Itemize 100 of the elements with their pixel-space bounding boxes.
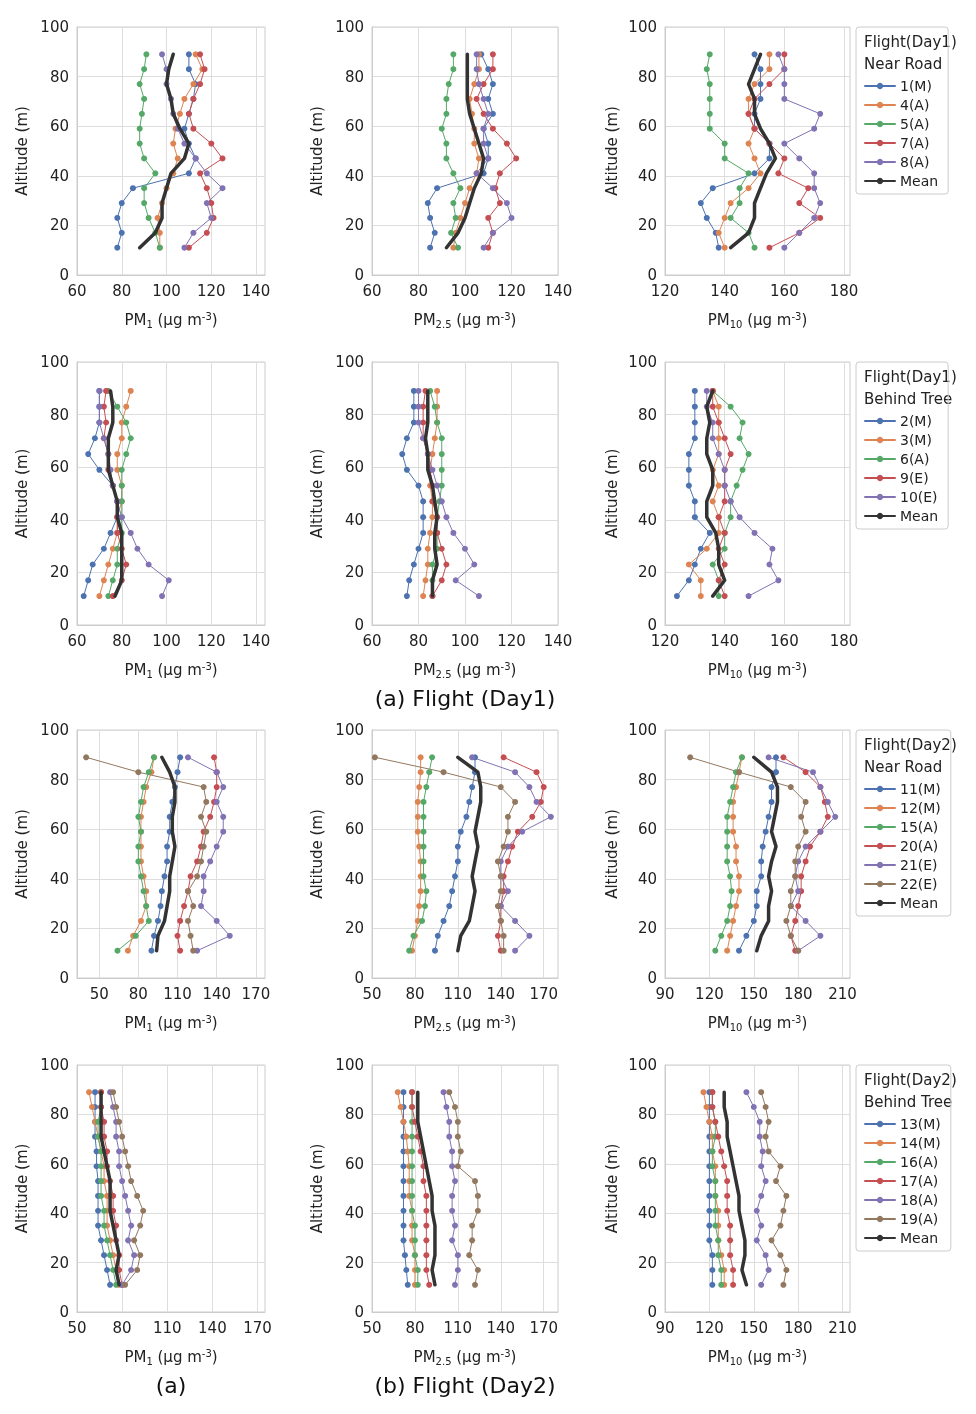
legend-label: 18(A)	[900, 1192, 939, 1208]
y-tick-label: 0	[59, 616, 69, 634]
y-tick-label: 40	[344, 510, 364, 529]
x-tick-label: 140	[710, 281, 739, 300]
x-tick-label: 120	[650, 631, 680, 650]
y-tick-label: 60	[49, 458, 69, 477]
x-tick-label: 150	[739, 1318, 769, 1337]
y-tick-label: 80	[637, 405, 657, 424]
legend-label: 15(A)	[900, 819, 939, 835]
x-tick-label: 80	[112, 1318, 132, 1337]
y-tick-label: 100	[335, 18, 364, 36]
y-axis-title: Altitude (m)	[307, 809, 326, 899]
y-tick-label: 100	[335, 1056, 364, 1074]
x-tick-label: 90	[655, 1318, 675, 1337]
legend-title: Flight(Day1) Near Road	[864, 33, 957, 73]
x-tick-label: 50	[67, 1318, 87, 1337]
x-tick-label: 160	[770, 281, 799, 300]
y-tick-label: 0	[59, 969, 69, 987]
y-tick-label: 80	[49, 1105, 69, 1124]
y-tick-label: 0	[647, 969, 657, 987]
x-tick-label: 100	[450, 281, 480, 300]
y-tick-label: 60	[344, 117, 364, 136]
x-tick-label: 140	[202, 984, 232, 1003]
y-tick-label: 100	[335, 353, 364, 371]
text: (a)	[155, 1372, 187, 1398]
y-tick-label: 20	[637, 1253, 657, 1272]
y-tick-label: 20	[49, 563, 69, 582]
y-tick-label: 60	[49, 820, 69, 839]
legend-label: Mean	[900, 173, 939, 189]
x-tick-label: 50	[89, 984, 109, 1003]
y-tick-label: 100	[40, 18, 69, 36]
y-tick-label: 100	[628, 1056, 657, 1074]
y-tick-label: 80	[49, 67, 69, 86]
legend-label: 3(M)	[900, 432, 932, 448]
x-tick-label: 120	[196, 631, 226, 650]
x-tick-label: 80	[408, 281, 429, 300]
x-tick-label: 140	[543, 281, 573, 300]
legend-label: 10(E)	[900, 489, 938, 505]
y-tick-label: 20	[49, 1253, 69, 1272]
y-axis-title: Altitude (m)	[12, 1143, 31, 1234]
legend-label: 14(M)	[900, 1135, 941, 1151]
y-tick-label: 60	[344, 458, 364, 477]
x-tick-label: 90	[655, 984, 675, 1003]
y-tick-label: 40	[637, 166, 657, 185]
x-tick-label: 180	[829, 281, 859, 300]
x-tick-label: 100	[152, 631, 181, 650]
x-tick-label: 160	[770, 631, 799, 650]
x-tick-label: 100	[152, 281, 181, 300]
x-tick-label: 120	[196, 281, 226, 300]
x-tick-label: 110	[443, 1318, 473, 1337]
y-tick-label: 80	[344, 405, 364, 424]
legend-label: 7(A)	[900, 135, 930, 151]
x-tick-label: 170	[243, 1318, 272, 1337]
x-tick-label: 120	[497, 281, 526, 300]
x-tick-label: 140	[486, 984, 516, 1003]
y-tick-label: 100	[40, 1056, 69, 1074]
y-tick-label: 0	[647, 1303, 657, 1321]
legend-label: 12(M)	[900, 800, 941, 816]
y-tick-label: 20	[637, 216, 657, 235]
y-tick-label: 80	[344, 770, 364, 789]
y-tick-label: 60	[637, 458, 657, 477]
y-axis-title: Altitude (m)	[307, 106, 326, 196]
y-tick-label: 0	[647, 266, 657, 284]
y-tick-label: 40	[49, 869, 69, 888]
x-tick-label: 140	[486, 1318, 516, 1337]
x-tick-label: 140	[241, 281, 271, 300]
y-tick-label: 100	[628, 353, 657, 371]
y-tick-label: 80	[344, 1105, 364, 1124]
x-tick-label: 120	[695, 1318, 724, 1337]
y-tick-label: 0	[354, 616, 364, 634]
y-tick-label: 40	[344, 166, 364, 185]
legend-label: 5(A)	[900, 116, 930, 132]
x-tick-label: 80	[405, 984, 425, 1003]
y-tick-label: 20	[344, 1253, 364, 1272]
legend-label: 1(M)	[900, 78, 932, 94]
y-tick-label: 20	[49, 919, 69, 938]
x-tick-label: 140	[543, 631, 573, 650]
y-tick-label: 60	[49, 1154, 69, 1173]
x-tick-label: 110	[163, 984, 192, 1003]
y-tick-label: 20	[637, 563, 657, 582]
x-tick-label: 110	[443, 984, 473, 1003]
x-tick-label: 170	[529, 984, 559, 1003]
y-tick-label: 80	[49, 405, 69, 424]
x-tick-label: 110	[152, 1318, 182, 1337]
y-tick-label: 100	[40, 721, 69, 739]
legend-label: Mean	[900, 508, 939, 524]
y-tick-label: 0	[59, 1303, 69, 1321]
y-tick-label: 60	[49, 117, 69, 136]
y-axis-title: Altitude (m)	[602, 448, 621, 539]
x-tick-label: 140	[241, 631, 271, 650]
legend-label: 6(A)	[900, 451, 930, 467]
y-tick-label: 20	[344, 563, 364, 582]
x-tick-label: 210	[828, 1318, 857, 1337]
x-tick-label: 80	[128, 984, 148, 1003]
y-tick-label: 60	[637, 820, 657, 839]
y-axis-title: Altitude (m)	[602, 106, 621, 196]
y-tick-label: 100	[335, 721, 364, 739]
y-tick-label: 80	[49, 770, 69, 789]
x-tick-label: 180	[783, 1318, 813, 1337]
y-tick-label: 80	[344, 67, 364, 86]
